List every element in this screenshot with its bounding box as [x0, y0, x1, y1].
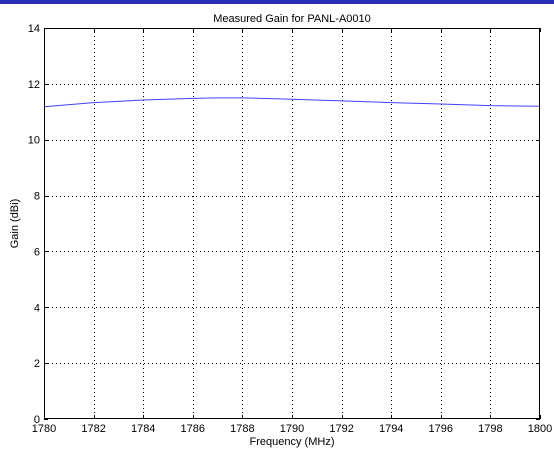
x-tick-label: 1794	[379, 423, 403, 435]
plot-area	[44, 28, 540, 419]
y-tick-label: 10	[28, 135, 40, 147]
x-axis-label: Frequency (MHz)	[250, 436, 335, 448]
x-tick-label: 1780	[32, 423, 56, 435]
chart-title: Measured Gain for PANL-A0010	[213, 13, 371, 25]
y-tick-label: 8	[34, 191, 40, 203]
y-tick-label: 6	[34, 246, 40, 258]
y-tick-label: 0	[34, 414, 40, 426]
series-layer	[43, 97, 541, 108]
x-tick-label: 1784	[131, 423, 155, 435]
y-tick-label: 2	[34, 358, 40, 370]
top-accent-rule	[0, 0, 554, 4]
x-tick-label: 1782	[81, 423, 105, 435]
x-tick-label: 1796	[429, 423, 453, 435]
x-tick-label: 1792	[329, 423, 353, 435]
x-tick-label: 1790	[280, 423, 304, 435]
y-tick-label: 14	[28, 23, 40, 35]
grid-lines	[44, 28, 540, 419]
y-axis-label: Gain (dBi)	[9, 199, 21, 249]
x-tick-label: 1786	[181, 423, 205, 435]
ticks: 1780 1782 1784 1786 1788 1790 1792 1794 1796 1798…	[28, 23, 552, 435]
x-tick-label: 1788	[230, 423, 254, 435]
x-tick-label: 1798	[478, 423, 502, 435]
series-line	[43, 97, 541, 108]
x-tick-label: 1800	[528, 423, 552, 435]
y-tick-label: 12	[28, 79, 40, 91]
y-tick-label: 4	[34, 302, 40, 314]
